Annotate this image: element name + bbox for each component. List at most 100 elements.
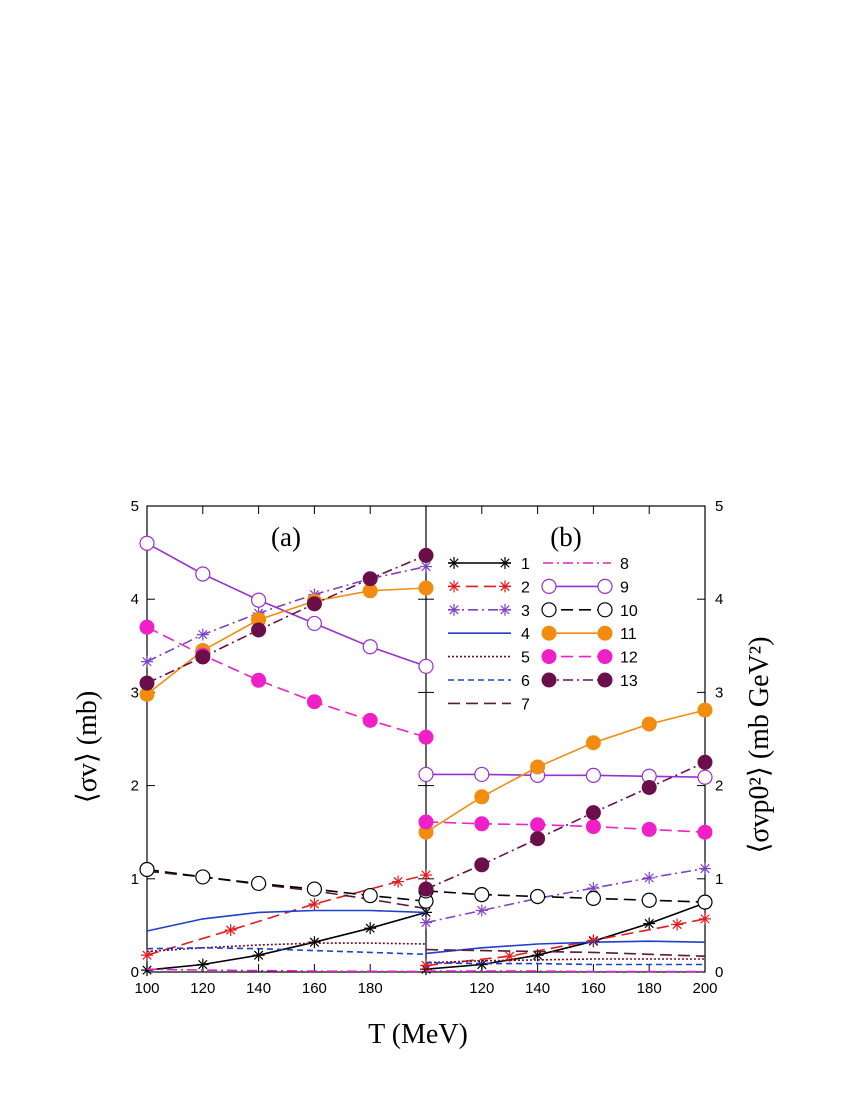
legend-marker-12 (541, 649, 557, 665)
data-point-b-10 (474, 887, 490, 903)
data-point-b-3 (700, 863, 710, 874)
data-point-a-13 (306, 596, 322, 612)
data-point-b-11 (641, 716, 657, 732)
x-tick-label-a: 180 (358, 980, 383, 997)
data-point-a-13 (139, 675, 155, 691)
data-point-b-12 (641, 821, 657, 837)
series-b-2 (420, 912, 711, 972)
data-point-b-10 (697, 894, 713, 910)
data-point-a-2 (393, 876, 403, 887)
series-line-a-1 (146, 911, 427, 971)
y-tick-label-right: 5 (715, 498, 723, 515)
legend-marker-10 (597, 602, 613, 618)
legend-marker-13 (597, 672, 613, 688)
data-point-a-2 (142, 950, 152, 960)
data-point-a-1 (365, 923, 375, 933)
series-line-a-2 (146, 874, 427, 956)
legend-label-9: 9 (620, 579, 629, 596)
data-point-b-11 (697, 702, 713, 718)
series-a-5 (146, 942, 427, 953)
series-a-9 (139, 535, 434, 674)
data-point-b-2 (672, 919, 682, 930)
data-point-a-13 (251, 622, 267, 638)
data-point-a-2 (226, 925, 236, 935)
data-point-a-10 (251, 875, 267, 892)
series-b-6 (425, 961, 705, 966)
legend-item-3: 3 (448, 603, 530, 620)
data-point-b-12 (585, 819, 601, 835)
data-point-b-3 (421, 917, 431, 928)
data-point-a-1 (198, 959, 208, 970)
series-line-b-1 (425, 902, 706, 970)
legend-label-4: 4 (521, 626, 530, 643)
data-point-b-2 (700, 914, 710, 924)
series-line-a-13 (146, 554, 427, 684)
data-point-a-10 (195, 869, 211, 885)
legend-item-11: 11 (541, 625, 637, 643)
y-tick-label-left: 1 (131, 871, 139, 888)
data-point-b-1 (532, 950, 543, 960)
y-tick-label-left: 3 (131, 684, 139, 701)
series-a-11 (139, 580, 434, 702)
y-tick-label-left: 5 (131, 498, 139, 515)
legend-item-2: 2 (448, 579, 530, 596)
legend-marker-9 (541, 578, 557, 595)
data-point-b-13 (697, 754, 713, 770)
legend-marker-9 (597, 578, 613, 595)
legend-label-2: 2 (521, 579, 530, 596)
series-a-8 (146, 968, 427, 973)
data-point-b-12 (697, 824, 713, 840)
legend-marker-2 (449, 581, 459, 592)
y-tick-label-left: 0 (131, 964, 139, 981)
series-line-a-12 (146, 626, 427, 738)
legend-marker-10 (541, 602, 557, 618)
legend-marker-11 (541, 625, 557, 641)
x-tick-label-b: 200 (692, 980, 717, 997)
legend-label-6: 6 (521, 673, 530, 690)
data-point-b-13 (418, 881, 434, 897)
x-tick-label-a: 160 (302, 980, 327, 997)
series-b-4 (425, 940, 706, 955)
x-tick-label-a: 100 (134, 980, 159, 997)
legend-item-6: 6 (448, 673, 530, 690)
data-point-b-11 (530, 759, 546, 775)
x-tick-label-a: 120 (190, 980, 215, 997)
legend-marker-3 (500, 605, 510, 615)
series-line-a-11 (146, 587, 427, 695)
legend-label-10: 10 (620, 603, 638, 620)
data-point-a-10 (139, 861, 155, 878)
x-tick-label-b: 160 (581, 980, 606, 997)
series-line-b-5 (425, 958, 705, 964)
series-b-5 (425, 958, 705, 964)
series-a-7 (146, 870, 427, 910)
data-point-b-12 (418, 814, 434, 830)
data-point-a-3 (198, 629, 208, 640)
series-a-2 (141, 869, 432, 962)
data-point-b-9 (474, 766, 490, 783)
series-line-a-10 (146, 868, 427, 902)
legend-label-1: 1 (521, 556, 530, 573)
series-b-7 (425, 948, 706, 957)
data-point-b-3 (477, 905, 487, 916)
series-line-a-4 (146, 909, 427, 932)
data-point-a-11 (418, 580, 434, 596)
series-line-a-8 (146, 968, 427, 973)
series-line-b-11 (425, 709, 706, 833)
legend-label-5: 5 (521, 650, 530, 667)
series-line-b-12 (425, 821, 706, 833)
y-tick-label-left: 2 (131, 778, 139, 795)
series-b-11 (418, 702, 713, 840)
series-a-12 (139, 619, 434, 745)
legend-label-11: 11 (620, 626, 637, 643)
series-a-4 (146, 909, 427, 932)
data-point-a-3 (142, 656, 152, 667)
panel-label-a: (a) (271, 522, 301, 552)
legend-marker-1 (500, 558, 510, 568)
series-a-13 (139, 547, 434, 691)
series-line-b-10 (425, 890, 706, 903)
data-point-b-11 (585, 735, 601, 751)
panel-label-b: (b) (550, 522, 581, 552)
legend-item-12: 12 (541, 649, 638, 667)
data-point-b-13 (641, 779, 657, 795)
